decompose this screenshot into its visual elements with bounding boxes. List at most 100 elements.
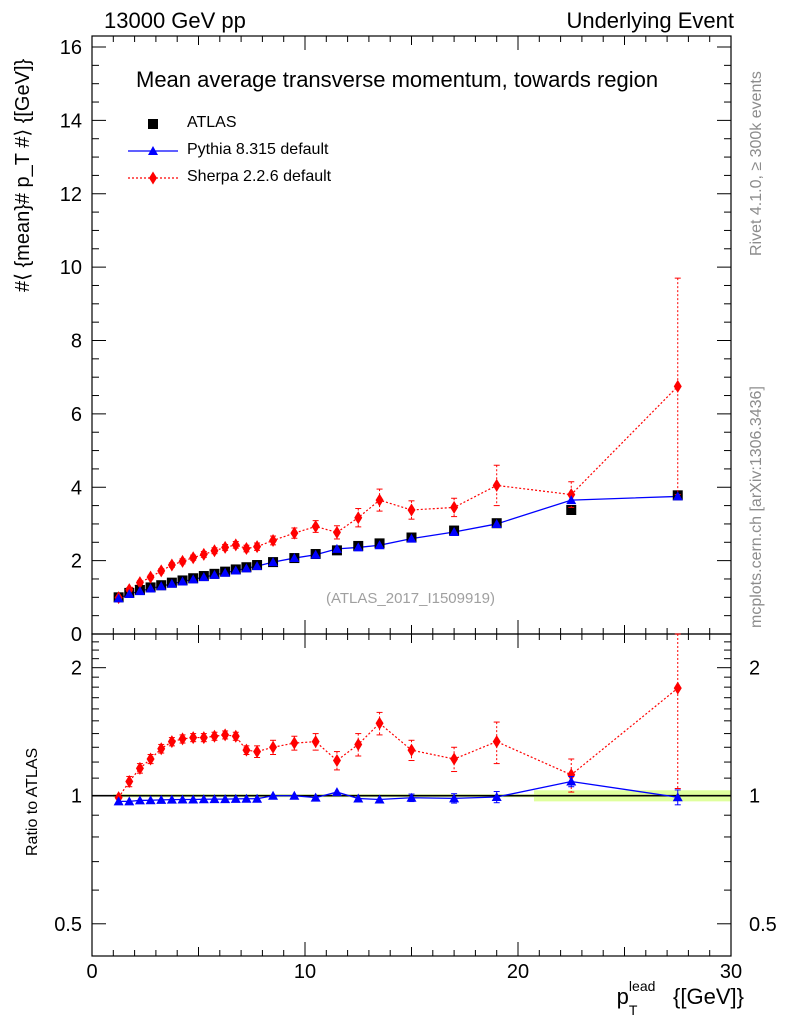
sherpa-point bbox=[450, 500, 459, 514]
sherpa-point bbox=[146, 570, 155, 584]
sherpa-ratio-point bbox=[210, 729, 219, 743]
pythia-ratio-point bbox=[156, 794, 167, 804]
pythia-point bbox=[289, 553, 300, 563]
header-left: 13000 GeV pp bbox=[104, 8, 246, 33]
ratio-line-sherpa bbox=[118, 687, 679, 798]
y-tick-label: 12 bbox=[60, 184, 82, 206]
y-tick-label: 10 bbox=[60, 257, 82, 279]
series-line-sherpa bbox=[118, 385, 679, 599]
mcplots-info: mcplots.cern.ch [arXiv:1306.3436] bbox=[748, 386, 765, 628]
pythia-point bbox=[198, 572, 209, 582]
sherpa-ratio-point bbox=[407, 743, 416, 757]
x-axis-label-unit: {[GeV]} bbox=[673, 984, 744, 1009]
sherpa-point bbox=[178, 554, 187, 568]
pythia-point bbox=[113, 593, 124, 603]
pythia-ratio-point bbox=[134, 795, 145, 805]
sherpa-ratio-point bbox=[450, 752, 459, 766]
y-axis-label: #⟨ {mean}# p_T #⟩ {[GeV]} bbox=[12, 58, 34, 292]
sherpa-ratio-point bbox=[167, 735, 176, 749]
x-tick-label: 10 bbox=[294, 961, 316, 983]
x-axis-label-sup: lead bbox=[628, 978, 656, 994]
ratio-y-tick-label-right: 0.5 bbox=[749, 914, 777, 936]
pythia-point bbox=[310, 549, 321, 559]
pythia-point bbox=[449, 527, 460, 537]
sherpa-ratio-point bbox=[567, 768, 576, 782]
pythia-point bbox=[220, 567, 231, 577]
header-right: Underlying Event bbox=[566, 8, 734, 33]
ratio-y-tick-label-right: 1 bbox=[749, 786, 760, 808]
pythia-ratio-point bbox=[188, 794, 199, 804]
sherpa-point bbox=[242, 542, 251, 556]
legend-label-atlas: ATLAS bbox=[187, 114, 237, 131]
sherpa-point bbox=[269, 533, 278, 547]
sherpa-ratio-point bbox=[269, 740, 278, 754]
pythia-point bbox=[374, 540, 385, 550]
sherpa-ratio-point bbox=[375, 716, 384, 730]
sherpa-point bbox=[189, 551, 198, 565]
sherpa-ratio-point bbox=[492, 735, 501, 749]
pythia-ratio-point bbox=[145, 795, 156, 805]
ratio-y-tick-label-left: 1 bbox=[71, 786, 82, 808]
sherpa-point bbox=[157, 564, 166, 578]
sherpa-ratio-point bbox=[332, 754, 341, 768]
pythia-point bbox=[177, 576, 188, 586]
sherpa-point bbox=[375, 493, 384, 507]
sherpa-ratio-point bbox=[178, 732, 187, 746]
pythia-point bbox=[672, 491, 683, 501]
ratio-y-tick-label-left: 0.5 bbox=[54, 914, 82, 936]
sherpa-ratio-point bbox=[146, 752, 155, 766]
sherpa-ratio-point bbox=[125, 775, 134, 789]
pythia-point bbox=[230, 565, 241, 575]
pythia-point bbox=[124, 589, 135, 599]
legend-marker-pythia bbox=[148, 146, 158, 155]
y-tick-label: 14 bbox=[60, 110, 82, 132]
pythia-ratio-point bbox=[406, 792, 417, 802]
pythia-ratio-point bbox=[491, 792, 502, 802]
sherpa-ratio-point bbox=[231, 729, 240, 743]
legend-marker-sherpa bbox=[149, 171, 157, 185]
sherpa-point bbox=[210, 544, 219, 558]
pythia-ratio-point bbox=[220, 794, 231, 804]
sherpa-point bbox=[167, 558, 176, 572]
y-tick-label: 6 bbox=[71, 404, 82, 426]
y-tick-label: 16 bbox=[60, 37, 82, 59]
pythia-ratio-point bbox=[449, 793, 460, 803]
sherpa-point bbox=[290, 526, 299, 540]
sherpa-ratio-point bbox=[221, 728, 230, 742]
pythia-point bbox=[188, 574, 199, 584]
pythia-point bbox=[353, 542, 364, 552]
pythia-ratio-point bbox=[230, 793, 241, 803]
pythia-ratio-point bbox=[252, 793, 263, 803]
x-tick-label: 30 bbox=[720, 961, 742, 983]
atlas-point bbox=[566, 504, 577, 515]
sherpa-point bbox=[135, 576, 144, 590]
ratio-y-tick-label-left: 2 bbox=[71, 658, 82, 680]
pythia-ratio-point bbox=[353, 793, 364, 803]
sherpa-ratio-point bbox=[354, 737, 363, 751]
sherpa-point bbox=[253, 540, 262, 554]
pythia-point bbox=[134, 586, 145, 596]
x-tick-label: 20 bbox=[507, 961, 529, 983]
sherpa-point bbox=[332, 525, 341, 539]
sherpa-point bbox=[492, 478, 501, 492]
legend-label-pythia: Pythia 8.315 default bbox=[187, 141, 329, 158]
pythia-point bbox=[209, 569, 220, 579]
y-tick-label: 0 bbox=[71, 624, 82, 646]
pythia-point bbox=[145, 583, 156, 593]
sherpa-point bbox=[231, 538, 240, 552]
pythia-ratio-point bbox=[289, 790, 300, 800]
pythia-ratio-point bbox=[198, 794, 209, 804]
sherpa-point bbox=[221, 540, 230, 554]
chart-title: Mean average transverse momentum, toward… bbox=[136, 67, 659, 92]
sherpa-point bbox=[567, 488, 576, 502]
sherpa-point bbox=[311, 520, 320, 534]
legend-label-sherpa: Sherpa 2.2.6 default bbox=[187, 168, 332, 185]
sherpa-ratio-point bbox=[199, 731, 208, 745]
sherpa-ratio-point bbox=[673, 681, 682, 695]
pythia-ratio-point bbox=[672, 792, 683, 802]
pythia-point bbox=[491, 518, 502, 528]
pythia-point bbox=[241, 563, 252, 573]
pythia-ratio-point bbox=[166, 794, 177, 804]
rivet-info: Rivet 4.1.0, ≥ 300k events bbox=[748, 71, 765, 256]
